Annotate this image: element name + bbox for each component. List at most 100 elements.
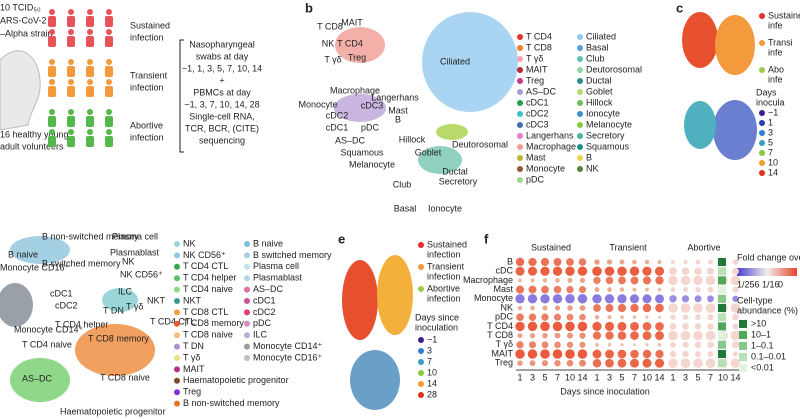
dot-plot-point <box>669 350 677 358</box>
dot-plot-point <box>669 322 677 330</box>
dot-plot-point <box>680 330 691 341</box>
umap-cluster <box>713 100 757 160</box>
legend-title: Fold change ove <box>737 252 800 262</box>
cluster-label: Mast <box>388 105 408 115</box>
legend-label: infection <box>427 271 461 281</box>
person-icon <box>68 109 74 115</box>
umap-cluster <box>10 358 70 402</box>
legend-swatch <box>739 331 747 339</box>
x-tick-label: 1 <box>517 372 522 382</box>
dot-plot-point <box>604 321 615 331</box>
dot-plot-point <box>593 276 601 285</box>
dot-plot-point <box>681 295 690 303</box>
legend-title: Cell-type <box>737 295 773 305</box>
legend-title: Days <box>756 87 777 97</box>
legend-label: infection <box>427 249 461 259</box>
dot-plot-point <box>642 294 652 304</box>
dot-plot-point <box>617 303 627 313</box>
dot-plot-point <box>565 294 575 304</box>
dot-plot-point <box>529 332 536 339</box>
legend-label: Mast <box>526 152 546 162</box>
legend-dot <box>517 111 523 117</box>
abundance-square <box>718 322 726 331</box>
legend-label: Haematopoietic progenitor <box>183 375 289 385</box>
dot-plot-point <box>579 277 586 284</box>
umap-cluster <box>418 146 462 174</box>
row-label: T CD4 <box>487 321 513 331</box>
protocol-text: PBMCs at day <box>193 87 251 97</box>
dot-plot-point <box>680 358 691 368</box>
colorbar <box>737 268 797 276</box>
legend-label: B naive <box>253 238 283 248</box>
umap-cluster <box>436 124 468 140</box>
legend-dot <box>577 122 583 128</box>
cluster-label: cDC2 <box>55 300 78 310</box>
person-icon <box>67 116 75 127</box>
person-icon <box>48 86 56 97</box>
protocol-text: + <box>219 75 224 85</box>
person-icon <box>48 66 56 77</box>
dot-plot-point <box>530 278 535 283</box>
dot-plot-point <box>578 258 587 266</box>
legend-dot <box>759 110 765 116</box>
dot-plot-point <box>642 349 652 359</box>
dot-plot-point <box>515 266 525 276</box>
dot-plot-point <box>629 266 640 276</box>
legend-label: cDC2 <box>253 307 276 317</box>
group-label: infection <box>130 32 164 42</box>
cluster-label: Ciliated <box>440 56 470 66</box>
dot-plot-point <box>657 343 662 347</box>
x-tick-label: 5 <box>619 372 624 382</box>
legend-label: T CD8 naive <box>183 330 233 340</box>
x-tick-label: 5 <box>695 372 700 382</box>
legend-label: infe <box>768 20 783 30</box>
dot-plot-point <box>670 259 676 265</box>
legend-label: Squamous <box>586 141 630 151</box>
cluster-label: Monocyte <box>298 99 337 109</box>
legend-dot <box>577 166 583 172</box>
person-icon <box>67 36 75 47</box>
row-label: Mast <box>493 284 513 294</box>
x-tick-label: 7 <box>708 372 713 382</box>
dot-plot-point <box>528 313 537 321</box>
dot-plot-point <box>695 286 701 293</box>
dot-plot-point <box>578 286 587 294</box>
dot-plot-point <box>527 294 538 304</box>
x-tick-label: 10 <box>718 372 728 382</box>
legend-dot <box>517 34 523 40</box>
legend-dot <box>174 355 180 361</box>
dot-plot-point <box>705 303 716 313</box>
legend-dot <box>418 370 424 376</box>
cluster-label: NK CD56⁺ <box>120 269 163 279</box>
dot-plot-point <box>695 314 701 321</box>
dot-plot-point <box>566 359 574 367</box>
strain-text: –Alpha strain <box>0 28 53 38</box>
legend-dot <box>174 377 180 384</box>
dot-plot-point <box>683 259 688 265</box>
dot-plot-point <box>668 303 678 313</box>
dot-plot-point <box>567 277 573 283</box>
dot-plot-point <box>579 359 586 367</box>
legend-label: Treg <box>183 387 201 397</box>
legend-label: Macrophage <box>526 141 576 151</box>
dot-plot-point <box>695 351 701 357</box>
dot-plot-point <box>540 257 550 267</box>
dot-plot-point <box>668 330 678 341</box>
legend-label: Sustained <box>427 239 467 249</box>
dot-plot-point <box>645 315 649 319</box>
legend-dot <box>577 155 583 161</box>
person-icon <box>106 129 112 135</box>
dot-plot-point <box>565 349 575 359</box>
dot-plot-point <box>517 305 523 311</box>
legend-label: Treg <box>526 75 544 85</box>
legend-dot <box>517 100 523 106</box>
person-icon <box>87 79 93 85</box>
dot-plot-point <box>592 321 602 332</box>
dot-plot-point <box>518 278 522 283</box>
umap-cluster <box>684 101 716 149</box>
legend-dot <box>418 242 424 248</box>
legend-label: NK <box>183 238 196 248</box>
dot-plot-point <box>707 295 714 303</box>
legend-label: B non-switched memory <box>183 398 280 408</box>
cluster-label: Langerhans <box>371 92 419 102</box>
